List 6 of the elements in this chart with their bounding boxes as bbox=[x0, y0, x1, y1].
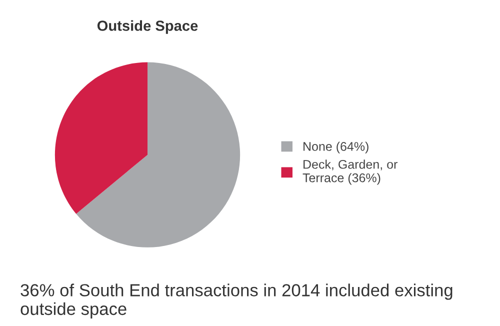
text: 36% of South End transactions in 2014 included existing outside space bbox=[20, 284, 452, 319]
chart-title: Outside Space bbox=[97, 20, 198, 34]
legend-label: Deck, Garden, or Terrace (36%) bbox=[302, 160, 398, 185]
pie-slice bbox=[54, 62, 148, 214]
pie-slice bbox=[76, 62, 240, 248]
legend-label: None (64%) bbox=[304, 142, 368, 154]
